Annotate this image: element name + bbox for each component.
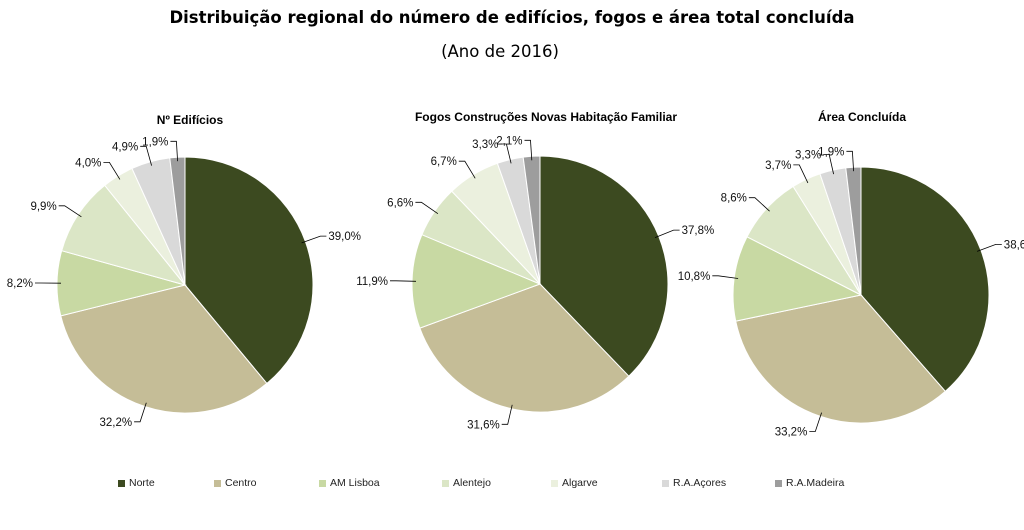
data-label: 2,1% bbox=[496, 135, 522, 147]
legend-label: Alentejo bbox=[453, 477, 491, 489]
leader-line bbox=[415, 201, 439, 215]
chart-title: Área Concluída bbox=[818, 109, 906, 124]
leader-line bbox=[501, 404, 513, 425]
data-label: 10,8% bbox=[678, 271, 711, 283]
data-label: 6,6% bbox=[387, 197, 413, 209]
data-label: 1,9% bbox=[142, 136, 168, 148]
legend-swatch-ra-madeira bbox=[775, 479, 782, 487]
leader-line bbox=[58, 205, 82, 218]
legend-label: Algarve bbox=[562, 477, 598, 489]
legend-item-alentejo: Alentejo bbox=[442, 477, 491, 489]
legend-swatch-ra-acores bbox=[662, 479, 669, 487]
legend-swatch-am-lisboa bbox=[319, 479, 326, 487]
legend-label: R.A.Açores bbox=[673, 477, 727, 489]
legend-item-ra-madeira: R.A.Madeira bbox=[775, 477, 844, 489]
legend-swatch-algarve bbox=[551, 479, 558, 487]
leader-line bbox=[846, 150, 854, 172]
data-label: 3,3% bbox=[795, 150, 821, 162]
leader-line bbox=[103, 161, 121, 180]
data-label: 8,6% bbox=[721, 193, 747, 205]
data-label: 31,6% bbox=[467, 419, 500, 431]
legend-label: Centro bbox=[225, 477, 257, 489]
pie-chart-1: Nº Edifícios 39,0% 32,2% 8,2% 9,9% 4,0% 4,9% 1,… bbox=[7, 113, 361, 429]
legend-item-am-lisboa: AM Lisboa bbox=[319, 477, 380, 489]
pie-chart-3: Área Concluída 38,6% 33,2% 10,8% 8,6% 3,7% 3,3… bbox=[678, 109, 1024, 439]
page-title: Distribuição regional do número de edifí… bbox=[169, 8, 855, 27]
pie-charts: Nº Edifícios 39,0% 32,2% 8,2% 9,9% 4,0% 4,9% 1,… bbox=[7, 109, 1024, 439]
legend-label: AM Lisboa bbox=[330, 477, 380, 489]
leader-line bbox=[809, 412, 822, 432]
data-label: 3,7% bbox=[765, 160, 791, 172]
leader-line bbox=[524, 139, 533, 161]
leader-line bbox=[976, 243, 1002, 252]
data-label: 9,9% bbox=[30, 201, 56, 213]
data-label: 33,2% bbox=[775, 427, 808, 439]
data-label: 3,3% bbox=[472, 139, 498, 151]
leader-line bbox=[712, 275, 739, 279]
leader-line bbox=[823, 154, 834, 175]
legend-swatch-centro bbox=[214, 479, 221, 487]
leader-line bbox=[301, 235, 327, 244]
leader-line bbox=[170, 140, 178, 162]
leader-line bbox=[793, 164, 809, 184]
data-label: 37,8% bbox=[682, 225, 715, 237]
data-label: 38,6% bbox=[1004, 239, 1024, 251]
legend-swatch-norte bbox=[118, 479, 125, 487]
data-label: 32,2% bbox=[99, 417, 132, 429]
data-label: 4,0% bbox=[75, 157, 101, 169]
leader-line bbox=[458, 160, 476, 179]
legend-item-centro: Centro bbox=[214, 477, 257, 489]
data-label: 8,2% bbox=[7, 278, 33, 290]
leader-line bbox=[140, 145, 152, 166]
data-label: 11,9% bbox=[356, 276, 388, 288]
leader-line bbox=[134, 402, 147, 423]
leader-line bbox=[654, 229, 680, 238]
legend-label: R.A.Madeira bbox=[786, 477, 845, 489]
leader-line bbox=[500, 143, 512, 164]
leader-line bbox=[748, 197, 770, 212]
data-label: 39,0% bbox=[328, 231, 361, 243]
data-label: 1,9% bbox=[818, 146, 844, 158]
legend-label: Norte bbox=[129, 477, 155, 489]
chart-title: Fogos Construções Novas Habitação Famili… bbox=[415, 110, 677, 124]
chart-title: Nº Edifícios bbox=[157, 113, 224, 127]
data-label: 6,7% bbox=[431, 156, 457, 168]
legend-item-ra-acores: R.A.Açores bbox=[662, 477, 726, 489]
legend-item-norte: Norte bbox=[118, 477, 155, 489]
chart-legend: Norte Centro AM Lisboa Alentejo Algarve … bbox=[0, 477, 1024, 493]
leader-line bbox=[390, 280, 417, 282]
legend-swatch-alentejo bbox=[442, 479, 449, 487]
data-label: 4,9% bbox=[112, 141, 138, 153]
page-subtitle: (Ano de 2016) bbox=[441, 42, 559, 61]
legend-item-algarve: Algarve bbox=[551, 477, 598, 489]
pie-chart-2: Fogos Construções Novas Habitação Famili… bbox=[356, 110, 714, 431]
